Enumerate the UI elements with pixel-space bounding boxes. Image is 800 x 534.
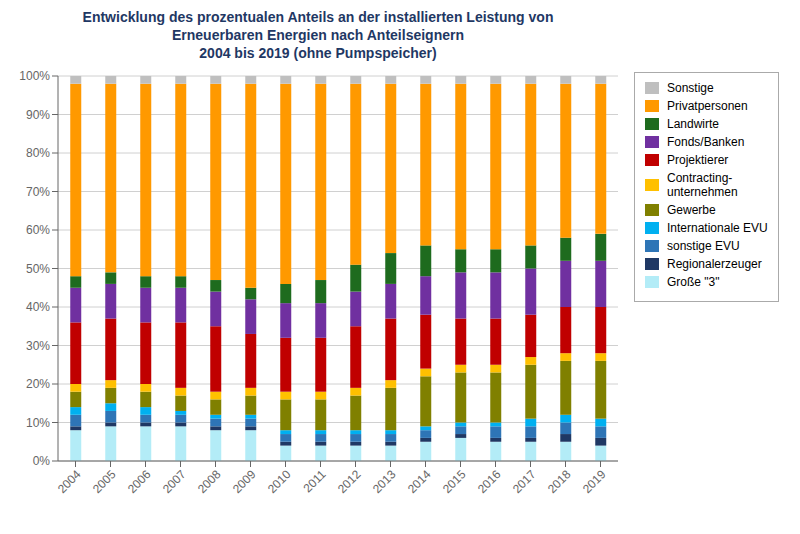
html-text:Fonds/Banken: Fonds/Banken: [667, 135, 745, 149]
html-text:Entwicklung des prozentualen A: Entwicklung des prozentualen Anteils an …: [82, 9, 554, 61]
html-text:Regionalerzeuger: Regionalerzeuger: [667, 257, 762, 271]
svg-text:2007: 2007: [160, 467, 189, 496]
svg-text:30%: 30%: [26, 339, 50, 353]
svg-text:2013: 2013: [370, 467, 399, 496]
svg-text:50%: 50%: [26, 262, 50, 276]
html-text:Gewerbe: Gewerbe: [667, 203, 716, 217]
svg-text:2004: 2004: [55, 467, 84, 496]
svg-text:2005: 2005: [90, 467, 119, 496]
svg-text:2009: 2009: [230, 467, 259, 496]
html-text:Contracting- unternehmen: Contracting- unternehmen: [667, 171, 738, 199]
html-text:Landwirte: Landwirte: [667, 117, 719, 131]
svg-text:2014: 2014: [405, 467, 434, 496]
svg-text:2019: 2019: [580, 467, 609, 496]
html-text:Internationale EVU: Internationale EVU: [667, 221, 768, 235]
svg-text:2015: 2015: [440, 467, 469, 496]
svg-text:90%: 90%: [26, 108, 50, 122]
svg-text:100%: 100%: [19, 69, 50, 83]
html-text:sonstige EVU: sonstige EVU: [667, 239, 740, 253]
svg-text:80%: 80%: [26, 146, 50, 160]
svg-text:10%: 10%: [26, 416, 50, 430]
svg-text:2012: 2012: [335, 467, 364, 496]
svg-text:2011: 2011: [300, 467, 328, 495]
svg-text:2008: 2008: [195, 467, 224, 496]
svg-text:60%: 60%: [26, 223, 50, 237]
svg-text:70%: 70%: [26, 185, 50, 199]
html-text:Projektierer: Projektierer: [667, 153, 729, 167]
svg-text:20%: 20%: [26, 377, 50, 391]
svg-text:2017: 2017: [510, 467, 539, 496]
html-text:Große "3": Große "3": [667, 275, 720, 289]
html-text:Sonstige: Sonstige: [667, 81, 714, 95]
svg-text:2010: 2010: [265, 467, 294, 496]
svg-text:0%: 0%: [33, 454, 51, 468]
svg-text:2018: 2018: [545, 467, 574, 496]
svg-text:2016: 2016: [475, 467, 504, 496]
svg-text:2006: 2006: [125, 467, 154, 496]
svg-text:40%: 40%: [26, 300, 50, 314]
html-text:Privatpersonen: Privatpersonen: [667, 99, 748, 113]
